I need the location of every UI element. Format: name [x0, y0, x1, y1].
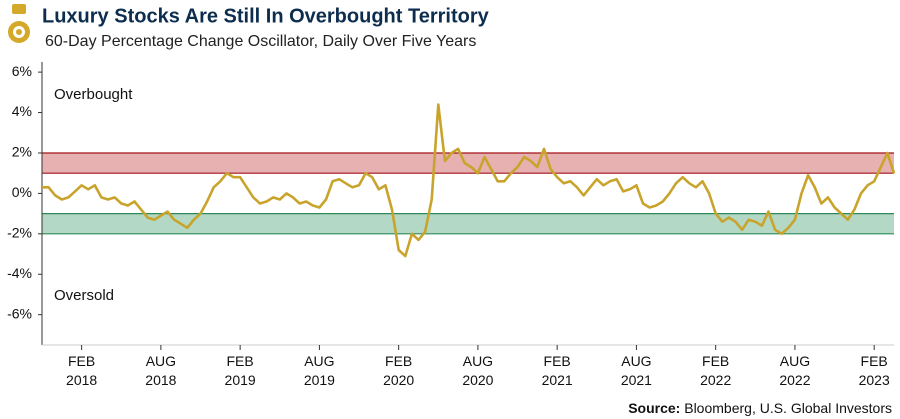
line	[42, 103, 896, 258]
y-tick-label: 4%	[12, 103, 32, 119]
y-tick-label: 0%	[12, 184, 32, 200]
x-tick-label: FEB 2019	[224, 353, 256, 388]
chart-title: Luxury Stocks Are Still In Overbought Te…	[42, 5, 490, 27]
source-note: Source: Bloomberg, U.S. Global Investors	[628, 400, 892, 416]
logo	[8, 4, 30, 43]
y-tick-label: -2%	[7, 225, 32, 241]
x-tick-label: FEB 2021	[541, 353, 573, 388]
source-label: Source:	[628, 400, 680, 416]
x-tick-label: AUG 2022	[779, 353, 811, 388]
x-tick-label: AUG 2020	[462, 353, 494, 388]
x-tick-label: FEB 2018	[66, 353, 98, 388]
x-tick-label: FEB 2022	[700, 353, 732, 388]
y-tick-label: 6%	[12, 63, 32, 79]
band	[42, 213, 894, 234]
band-label: Overbought	[54, 86, 133, 103]
y-tick-label: -6%	[7, 305, 32, 321]
x-tick-label: AUG 2018	[145, 353, 177, 388]
x-tick-label: AUG 2021	[620, 353, 652, 388]
x-tick-label: FEB 2023	[858, 353, 890, 388]
x-tick-label: AUG 2019	[303, 353, 335, 388]
source-text: Bloomberg, U.S. Global Investors	[684, 400, 892, 416]
y-tick-label: -4%	[7, 265, 32, 281]
x-tick-label: FEB 2020	[383, 353, 415, 388]
band-label: Oversold	[54, 287, 114, 304]
band	[42, 152, 894, 174]
y-tick-label: 2%	[12, 144, 32, 160]
chart-subtitle: 60-Day Percentage Change Oscillator, Dai…	[45, 33, 476, 50]
